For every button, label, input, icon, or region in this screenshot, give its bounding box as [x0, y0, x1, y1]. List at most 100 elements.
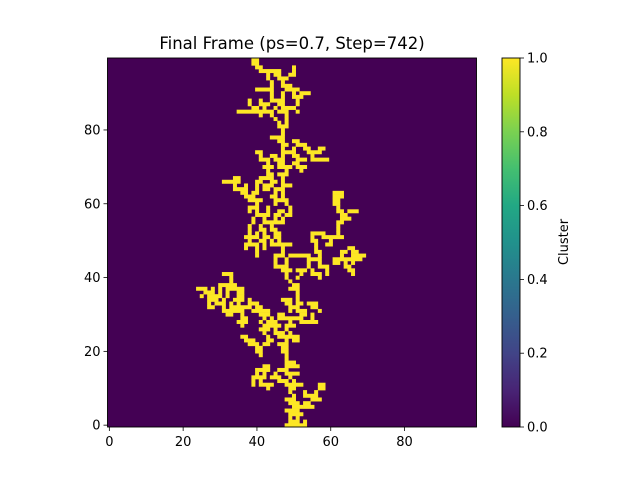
cluster-cell-run — [258, 312, 271, 317]
cluster-cell-run — [203, 290, 215, 295]
colorbar-ticks: 0.0 0.2 0.4 0.6 0.8 1.0 — [520, 52, 548, 436]
cluster-cell-run — [295, 408, 300, 413]
cluster-cell-run — [266, 386, 271, 391]
cluster-cell-run — [336, 205, 341, 210]
cluster-cell-run — [269, 91, 274, 96]
cluster-cell-run — [284, 364, 300, 369]
cluster-cell-run — [284, 408, 296, 413]
cluster-cell-run — [317, 260, 322, 265]
cluster-cell-run — [314, 390, 319, 395]
cluster-cell-run — [262, 183, 274, 188]
cluster-cell-run — [277, 367, 289, 372]
cluster-cell-run — [273, 260, 278, 265]
cluster-cell-run — [280, 268, 293, 273]
cluster-cell-run — [229, 301, 234, 306]
cluster-cell-run — [310, 312, 315, 317]
cluster-cell-run — [310, 305, 319, 310]
cluster-cell-run — [336, 209, 344, 214]
cluster-cell-run — [269, 176, 274, 181]
cluster-cell-run — [236, 301, 241, 306]
heatmap-plot-area — [107, 57, 477, 428]
cluster-cell-run — [303, 146, 311, 151]
cluster-cell-run — [273, 331, 285, 336]
cluster-cell-run — [255, 349, 263, 354]
cluster-cell-run — [284, 212, 293, 217]
cluster-cell-run — [299, 272, 304, 277]
cluster-cell-run — [258, 102, 271, 107]
cluster-cell-run — [247, 342, 260, 347]
cluster-cell-run — [336, 227, 341, 232]
cluster-cell-run — [244, 194, 256, 199]
cluster-cell-run — [325, 268, 330, 273]
cluster-cell-run — [240, 316, 249, 321]
cluster-cell-run — [284, 338, 289, 343]
cluster-cell-run — [221, 179, 241, 184]
cluster-cell-run — [288, 286, 300, 291]
cluster-cell-run — [295, 301, 304, 306]
cluster-cell-run — [325, 272, 330, 277]
y-tick-label: 60 — [84, 197, 101, 212]
cluster-cell-run — [269, 80, 274, 85]
cluster-cell-run — [225, 290, 230, 295]
cluster-cell-run — [236, 319, 249, 324]
cluster-cell-run — [258, 382, 274, 387]
cluster-cell-run — [339, 216, 352, 221]
cluster-cell-run — [295, 297, 300, 302]
cluster-cell-run — [288, 279, 293, 284]
colorbar-label: Cluster — [557, 218, 572, 265]
cluster-cell-run — [251, 105, 260, 110]
colorbar-tick-label: 0.0 — [527, 421, 548, 436]
cluster-cell-run — [225, 312, 234, 317]
cluster-cell-run — [292, 393, 296, 398]
cluster-cell-run — [236, 290, 245, 295]
cluster-cell-run — [229, 305, 252, 310]
y-tick-label: 20 — [84, 345, 101, 360]
cluster-cell-run — [262, 364, 271, 369]
cluster-cell-run — [328, 238, 333, 243]
cluster-cell-run — [292, 338, 300, 343]
cluster-cell-run — [284, 356, 289, 361]
cluster-cell-run — [266, 76, 271, 81]
cluster-cell-run — [196, 286, 208, 291]
cluster-cell-run — [295, 157, 308, 162]
cluster-cell-run — [251, 379, 256, 384]
cluster-cell-run — [258, 157, 271, 162]
cluster-cell-run — [240, 323, 245, 328]
cluster-cell-run — [280, 190, 285, 195]
cluster-cell-run — [317, 264, 330, 269]
cluster-cell-run — [247, 301, 260, 306]
cluster-cell-run — [277, 238, 282, 243]
cluster-cell-run — [288, 334, 300, 339]
cluster-cell-run — [262, 187, 271, 192]
cluster-cell-run — [251, 382, 256, 387]
cluster-cell-run — [269, 87, 274, 92]
cluster-cell-run — [273, 105, 278, 110]
cluster-cell-run — [277, 379, 289, 384]
cluster-cell-run — [251, 58, 260, 62]
cluster-cell-run — [288, 390, 293, 395]
cluster-cell-run — [266, 161, 271, 166]
cluster-cell-run — [303, 393, 319, 398]
y-axis: 0 20 40 60 80 — [84, 123, 108, 434]
cluster-cell-run — [218, 283, 237, 288]
cluster-cell-run — [258, 153, 263, 158]
cluster-cell-run — [288, 415, 293, 420]
cluster-cell-run — [251, 190, 260, 195]
cluster-cell-run — [284, 327, 289, 332]
cluster-cell-run — [240, 334, 249, 339]
cluster-cell-run — [332, 190, 344, 195]
cluster-cell-run — [199, 294, 204, 299]
cluster-cell-run — [310, 235, 315, 240]
cluster-cell-run — [347, 246, 356, 251]
cluster-cell-run — [280, 183, 293, 188]
cluster-cell-run — [351, 253, 367, 258]
cluster-cell-run — [277, 312, 285, 317]
cluster-cell-run — [288, 412, 304, 417]
cluster-cell-run — [255, 249, 260, 254]
cluster-cell-run — [269, 375, 282, 380]
cluster-cell-run — [247, 227, 252, 232]
cluster-cell-run — [299, 312, 308, 317]
cluster-cell-run — [251, 308, 271, 313]
cluster-cell-run — [255, 212, 271, 217]
cluster-cell-run — [292, 139, 300, 144]
